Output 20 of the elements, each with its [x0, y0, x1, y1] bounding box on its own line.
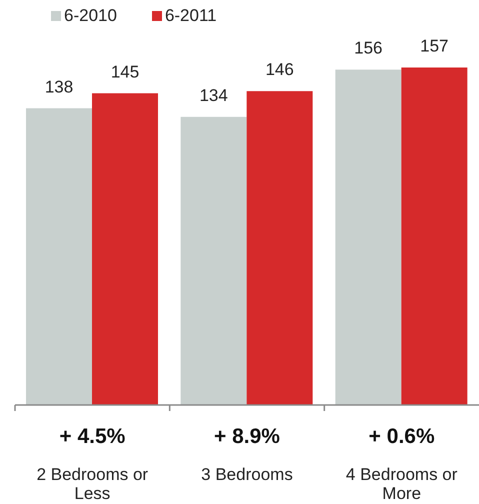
data-label: 138: [44, 77, 74, 96]
legend-label: 6-2011: [164, 6, 217, 26]
x-tick-label: 4 Bedrooms or More: [346, 465, 458, 504]
data-label: 156: [354, 38, 383, 58]
data-label: 145: [110, 62, 140, 82]
text: + 4.5%: [59, 425, 126, 448]
text: + 8.9%: [214, 425, 280, 448]
data-label: 134: [199, 86, 228, 105]
bar: [246, 91, 313, 405]
bar: [92, 93, 158, 405]
data-label: 157: [420, 36, 449, 56]
x-tick-label: 2 Bedrooms or Less: [36, 465, 148, 504]
data-label: 146: [265, 60, 294, 80]
bar: [26, 108, 92, 405]
bar: [335, 70, 402, 405]
bar: [180, 116, 247, 405]
bar: [401, 67, 468, 405]
text: + 0.6%: [368, 425, 435, 448]
x-tick-label: 3 Bedrooms: [201, 465, 293, 484]
legend-label: 6-2010: [64, 6, 117, 26]
